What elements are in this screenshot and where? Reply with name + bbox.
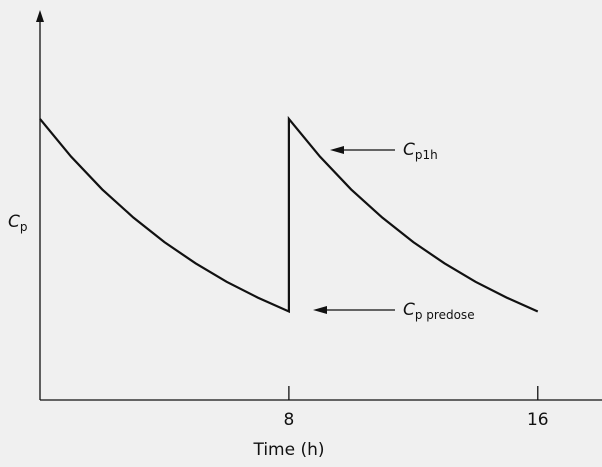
arrowhead: [330, 146, 344, 154]
annotation-label: Cp1h: [403, 140, 438, 162]
annotation-peak: Cp1h: [330, 140, 438, 162]
x-tick-label: 16: [527, 410, 549, 430]
line: [39, 115, 539, 314]
y-axis-arrow: [36, 10, 44, 22]
x-tick-label: 8: [283, 410, 294, 430]
y-axis-label: Cp: [8, 212, 28, 234]
x-axis-label: Time (h): [252, 440, 324, 460]
annotation-label: Cp predose: [403, 300, 475, 322]
annotation-predose: Cp predose: [313, 300, 475, 322]
arrowhead: [313, 306, 327, 314]
